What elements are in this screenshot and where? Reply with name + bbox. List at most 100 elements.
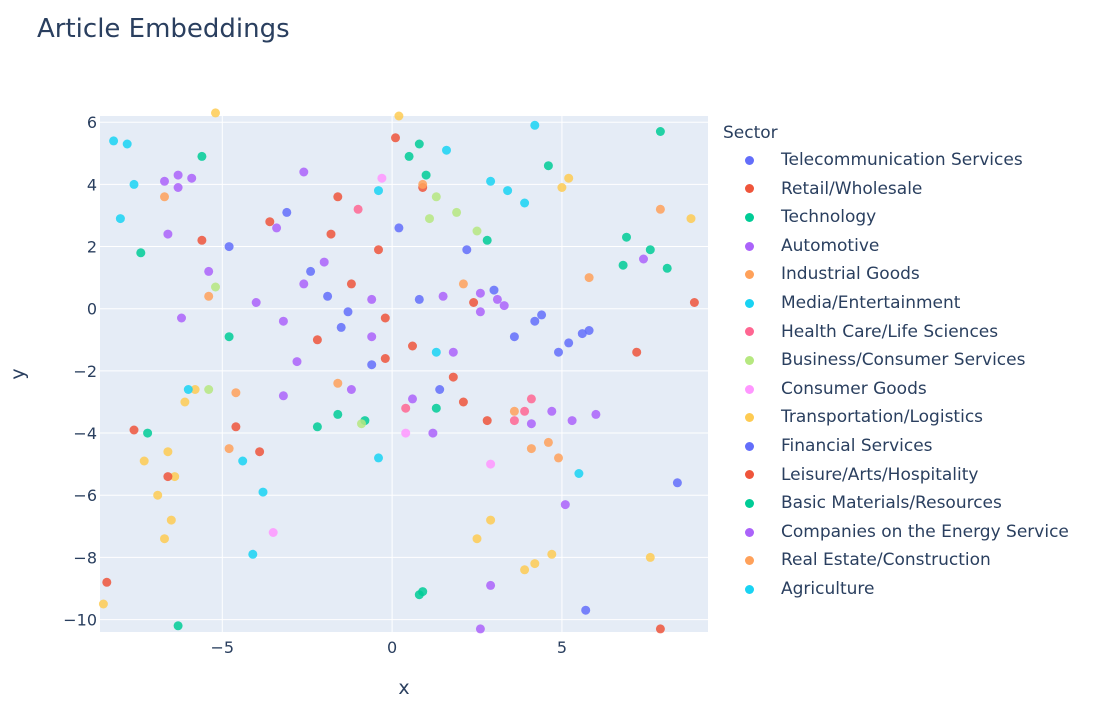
- data-point: [431, 403, 441, 413]
- legend-items: Telecommunication Services Retail/Wholesa…: [723, 146, 1069, 604]
- legend-label: Real Estate/Construction: [781, 550, 991, 571]
- legend-item[interactable]: Real Estate/Construction: [723, 546, 1069, 575]
- data-point: [374, 453, 383, 463]
- data-point: [299, 167, 309, 177]
- legend-item[interactable]: Industrial Goods: [723, 260, 1069, 289]
- data-point: [645, 552, 655, 562]
- data-point: [458, 397, 468, 407]
- legend-marker: [745, 441, 754, 451]
- data-point: [520, 198, 530, 208]
- data-point: [238, 456, 248, 466]
- legend-label: Technology: [781, 207, 877, 228]
- data-point: [265, 217, 275, 227]
- data-point: [499, 301, 509, 311]
- legend-item[interactable]: Technology: [723, 203, 1069, 232]
- data-point: [197, 151, 207, 161]
- data-point: [560, 500, 570, 510]
- legend-item[interactable]: Financial Services: [723, 432, 1069, 461]
- legend-item[interactable]: Business/Consumer Services: [723, 346, 1069, 375]
- data-point: [377, 173, 387, 183]
- y-tick-label: −8: [73, 548, 97, 567]
- legend-label: Consumer Goods: [781, 378, 927, 399]
- legend-label: Leisure/Arts/Hospitality: [781, 464, 979, 485]
- legend-label: Health Care/Life Sciences: [781, 321, 999, 342]
- data-point: [391, 133, 400, 143]
- data-point: [160, 176, 169, 186]
- x-tick-label: 5: [557, 638, 567, 657]
- data-point: [187, 173, 197, 183]
- data-point: [618, 260, 628, 270]
- data-point: [163, 229, 173, 239]
- data-point: [180, 397, 190, 407]
- legend-item[interactable]: Consumer Goods: [723, 375, 1069, 404]
- data-point: [482, 235, 492, 245]
- data-point: [414, 139, 424, 149]
- data-point: [567, 416, 577, 426]
- legend-marker: [745, 327, 754, 337]
- data-point: [173, 170, 183, 180]
- chart-title: Article Embeddings: [37, 14, 290, 44]
- data-point: [143, 428, 153, 438]
- data-point: [526, 394, 536, 404]
- legend-item[interactable]: Retail/Wholesale: [723, 175, 1069, 204]
- data-point: [448, 372, 458, 382]
- legend-label: Telecommunication Services: [781, 150, 1023, 170]
- data-point: [442, 145, 451, 155]
- data-point: [251, 298, 261, 307]
- legend-item[interactable]: Companies on the Energy Service: [723, 518, 1069, 547]
- data-point: [662, 263, 672, 273]
- legend-item[interactable]: Telecommunication Services: [723, 146, 1069, 175]
- data-point: [319, 257, 329, 267]
- y-tick-label: −6: [73, 486, 97, 505]
- data-point: [211, 282, 220, 292]
- data-point: [102, 577, 112, 587]
- data-point: [639, 254, 648, 264]
- plot-area: [100, 116, 708, 632]
- data-point: [537, 310, 547, 320]
- legend-item[interactable]: Leisure/Arts/Hospitality: [723, 461, 1069, 490]
- x-axis-label: x: [398, 677, 409, 699]
- data-point: [431, 192, 441, 202]
- data-point: [343, 307, 353, 317]
- data-point: [197, 235, 207, 245]
- data-point: [258, 487, 268, 497]
- data-point: [418, 587, 428, 597]
- legend-marker: [745, 298, 754, 308]
- data-point: [645, 245, 655, 255]
- legend-item[interactable]: Automotive: [723, 232, 1069, 261]
- data-point: [231, 422, 241, 432]
- data-point: [414, 294, 424, 304]
- data-point: [166, 515, 176, 525]
- legend-item[interactable]: Health Care/Life Sciences: [723, 318, 1069, 347]
- data-point: [530, 120, 540, 130]
- data-point: [472, 534, 482, 544]
- data-point: [177, 313, 186, 323]
- data-point: [268, 528, 278, 537]
- data-point: [475, 288, 485, 298]
- data-point: [170, 472, 180, 482]
- y-tick-label: −2: [73, 362, 97, 381]
- data-point: [204, 291, 214, 301]
- data-point: [469, 298, 479, 307]
- legend-label: Companies on the Energy Service: [781, 521, 1069, 542]
- legend-item[interactable]: Agriculture: [723, 575, 1069, 604]
- legend-item[interactable]: Basic Materials/Resources: [723, 489, 1069, 518]
- data-point: [530, 559, 540, 569]
- legend-item[interactable]: Media/Entertainment: [723, 289, 1069, 318]
- data-point: [231, 388, 241, 398]
- y-axis-label: y: [7, 368, 29, 379]
- legend: Sector Telecommunication Services Retail/…: [723, 120, 1069, 604]
- data-point: [526, 444, 536, 454]
- data-point: [346, 385, 356, 394]
- legend-marker: [745, 498, 754, 508]
- data-point: [509, 332, 519, 342]
- legend-item[interactable]: Transportation/Logistics: [723, 403, 1069, 432]
- data-point: [272, 223, 282, 233]
- y-tick-label: 0: [87, 300, 97, 319]
- data-point: [564, 173, 574, 183]
- data-point: [394, 223, 404, 233]
- data-point: [425, 214, 434, 224]
- data-point: [306, 266, 316, 276]
- data-point: [475, 624, 485, 634]
- legend-marker: [745, 556, 754, 566]
